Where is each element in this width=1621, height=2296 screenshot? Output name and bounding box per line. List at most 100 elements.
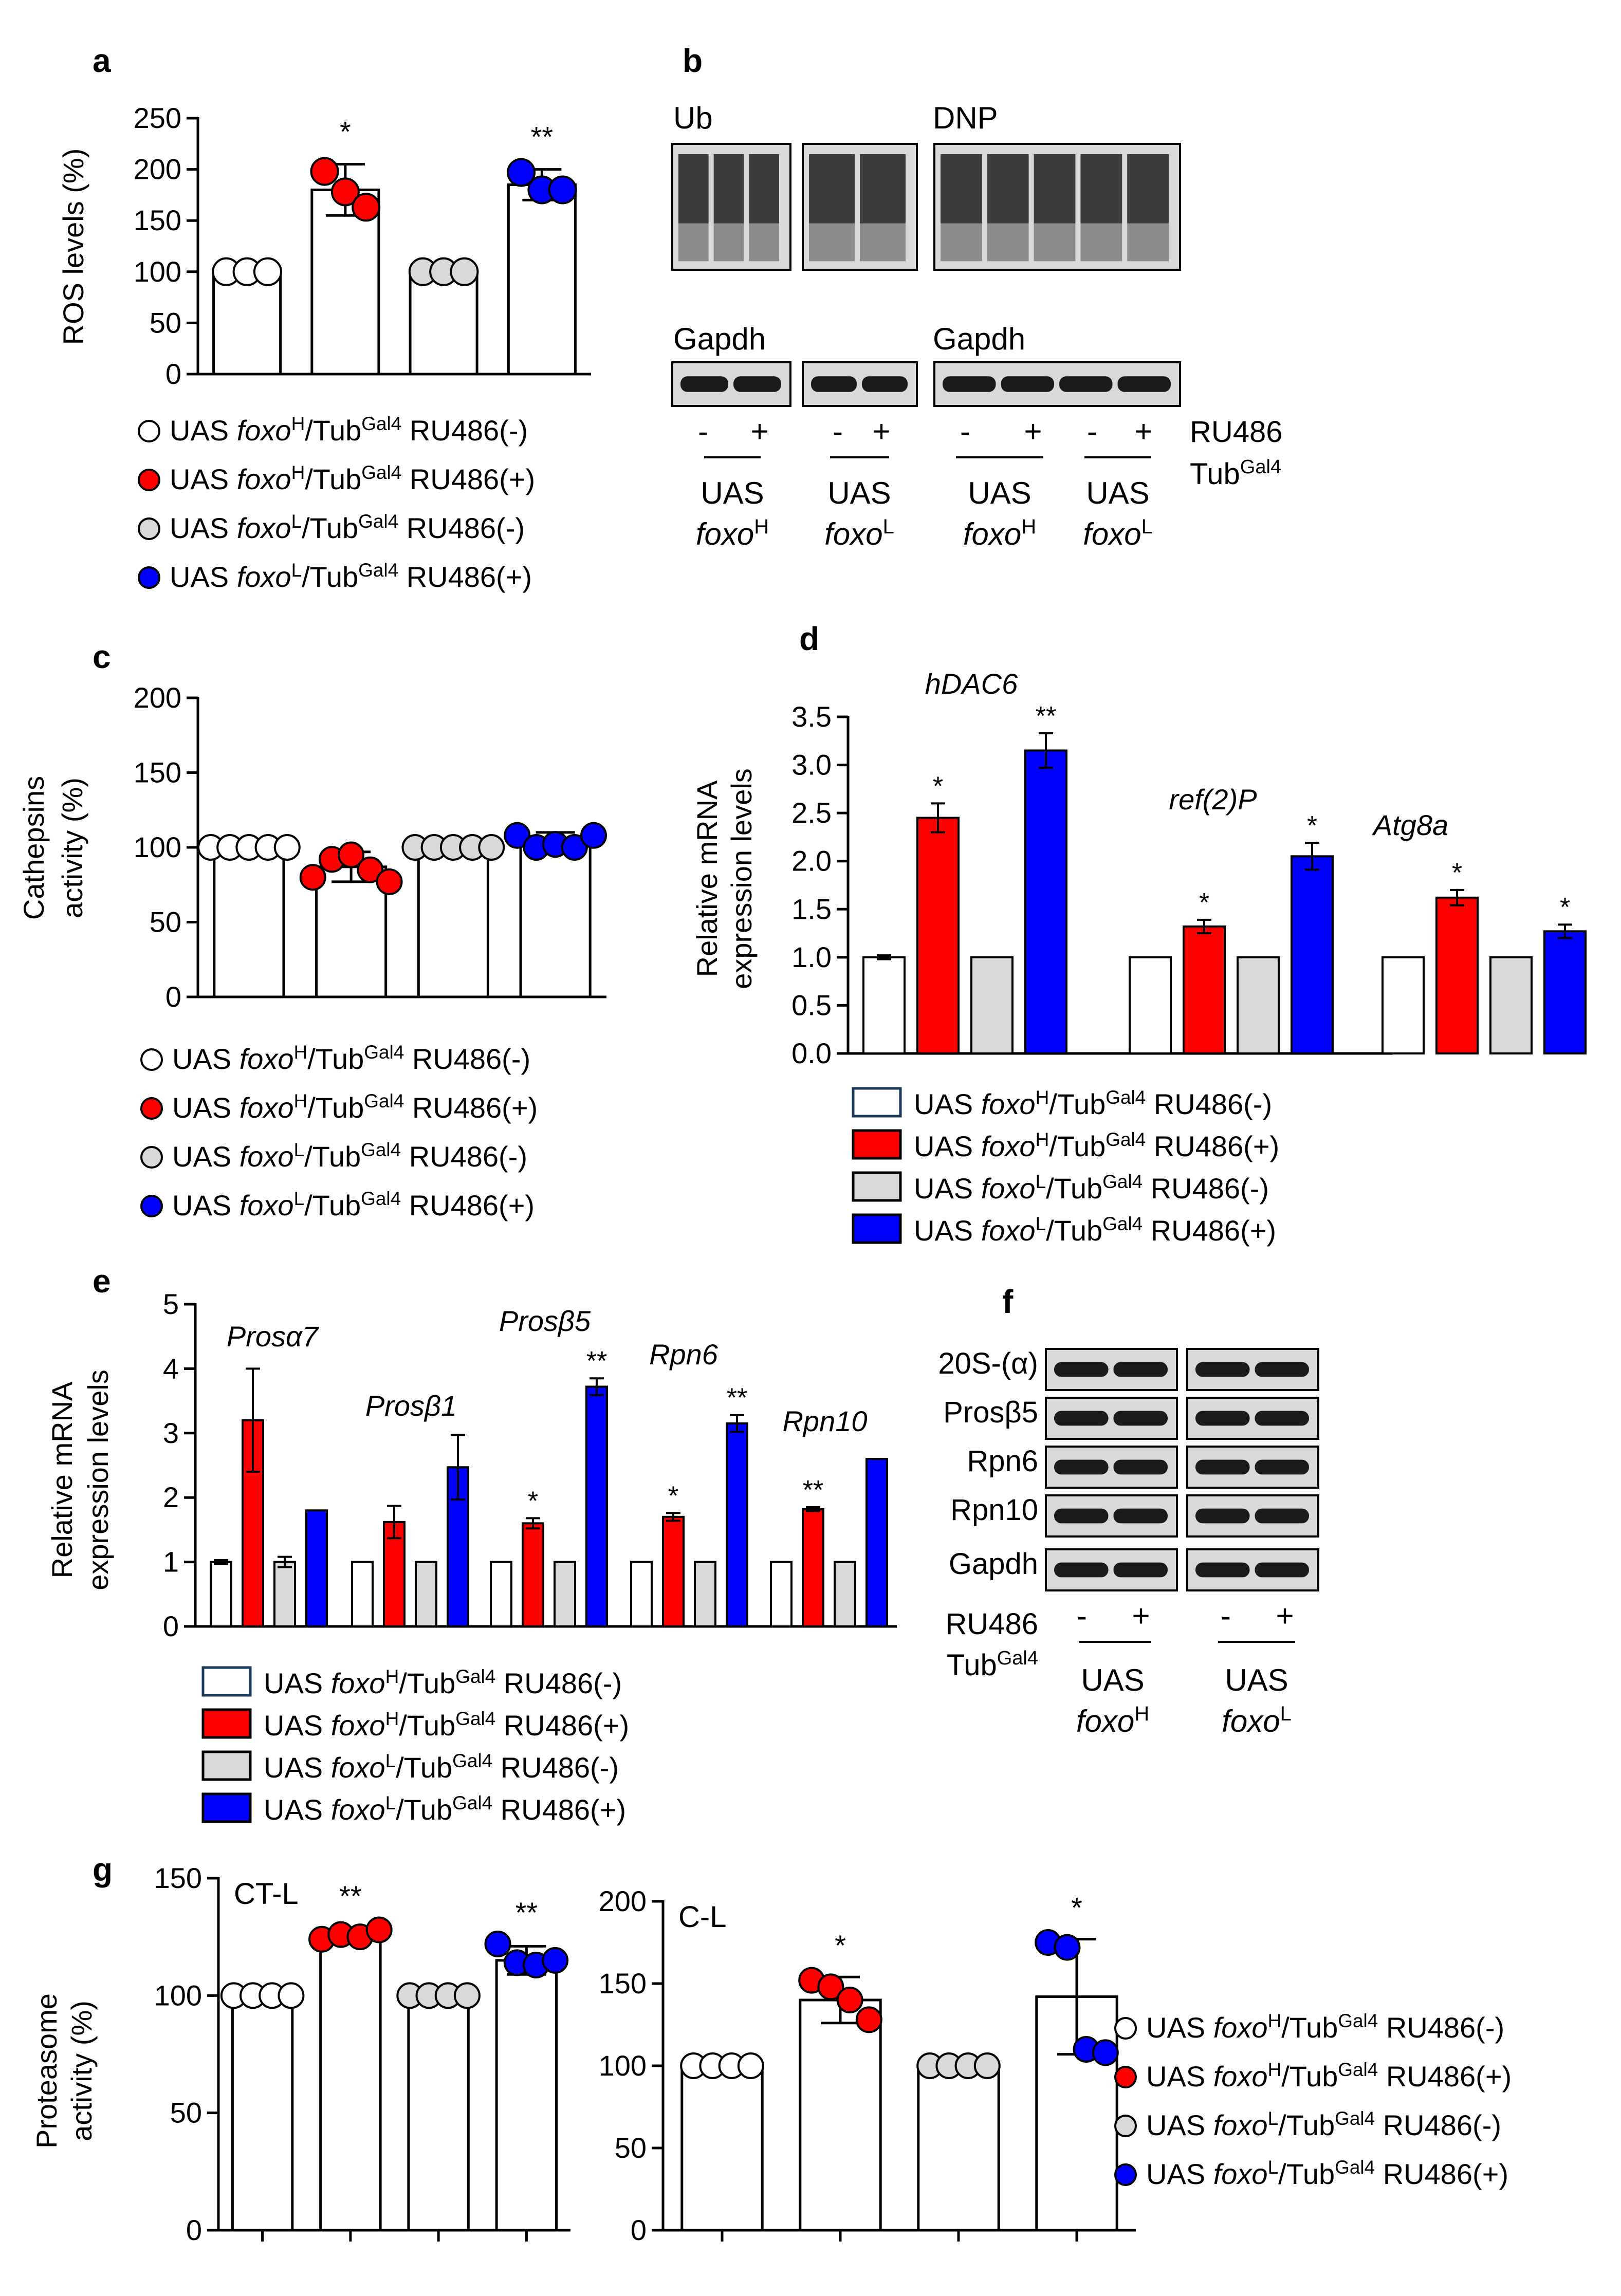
- d-bar: [970, 956, 1014, 1055]
- d-significance-label: *: [1199, 888, 1209, 918]
- e-legend-swatch: [201, 1792, 252, 1823]
- c-bar: [213, 846, 285, 998]
- panel-letter-g: g: [93, 1851, 113, 1888]
- c-data-point: [504, 822, 531, 849]
- b-blot-dnp-smear: [941, 154, 982, 224]
- f-blot-h-2-band: [1113, 1459, 1168, 1475]
- f-blot-l-1-band: [1195, 1411, 1250, 1426]
- a-data-point: [310, 157, 339, 186]
- b-blot-dnp-smear-tail: [1127, 223, 1169, 262]
- d-legend-label: UAS foxoH/TubGal4 RU486(+): [914, 1129, 1279, 1163]
- g2-ytick-label: 0: [631, 2214, 647, 2246]
- e-legend-swatch: [201, 1708, 252, 1739]
- b-group-genotype: foxoL: [1083, 515, 1153, 551]
- g1-bar: [319, 1933, 382, 2232]
- a-data-point: [330, 177, 360, 207]
- b-blot-gapdh-hl-band: [943, 376, 996, 392]
- a-bar: [409, 270, 478, 376]
- d-legend-label: UAS foxoL/TubGal4 RU486(+): [914, 1213, 1276, 1247]
- d-legend-label: UAS foxoH/TubGal4 RU486(-): [914, 1087, 1272, 1121]
- a-legend-marker: [138, 420, 160, 442]
- c-ytick-label: 50: [150, 906, 181, 938]
- panel-letter-d: d: [799, 620, 819, 657]
- c-data-point: [478, 834, 505, 861]
- b-blot-gapdh-l-band: [811, 376, 857, 392]
- c-data-point: [338, 841, 365, 868]
- panel-g-ylabel-line2: activity (%): [65, 2001, 98, 2141]
- c-data-point: [273, 834, 301, 861]
- d-bar: [1291, 855, 1334, 1055]
- b-blot-gapdh-h: [671, 361, 791, 407]
- f-blot-h-1-band: [1054, 1411, 1109, 1426]
- g1-bar: [407, 1994, 470, 2232]
- d-significance-label: *: [933, 771, 943, 801]
- a-ytick-label: 150: [134, 204, 181, 236]
- e-significance-label: *: [528, 1486, 538, 1516]
- g2-data-point: [817, 1973, 844, 2001]
- g2-data-point: [1092, 2039, 1119, 2066]
- b-group-genotype: foxoH: [963, 515, 1036, 551]
- d-ytick-label: 3.5: [791, 700, 832, 733]
- g2-significance-label: *: [1071, 1892, 1082, 1924]
- d-ytick-label: 0.5: [791, 989, 832, 1021]
- d-ytick-label: 1.0: [791, 941, 832, 973]
- f-blot-h-4-band: [1113, 1562, 1168, 1578]
- b-lane-sign: -: [698, 414, 708, 449]
- panel-d-ylabel-line1: Relative mRNA: [691, 780, 723, 977]
- g1-data-point: [278, 1982, 305, 2009]
- b-treatment-ru486: RU486: [1190, 415, 1283, 449]
- f-row-label: Prosβ5: [943, 1396, 1038, 1429]
- chart-e: 012345Prosα7Prosβ1***Prosβ5***Rpn6**Rpn1…: [163, 1288, 897, 1642]
- e-bar: [865, 1457, 888, 1627]
- legends-layer: UAS foxoH/TubGal4 RU486(-) UAS foxoH/TubG…: [138, 413, 1512, 2190]
- c-legend-label: UAS foxoH/TubGal4 RU486(-): [172, 1042, 530, 1076]
- e-bar: [585, 1385, 608, 1627]
- e-ytick-label: 1: [163, 1546, 179, 1578]
- d-bar: [916, 817, 960, 1054]
- chart-d: 0.00.51.01.52.02.53.03.5***hDAC6**ref(2)…: [791, 668, 1587, 1069]
- panel-g-ylabel-line1: Proteasome: [30, 1993, 63, 2149]
- chart-g1: 0 50 100 150 ** ** CT-L: [154, 1862, 570, 2246]
- g2-data-point: [855, 2006, 882, 2033]
- c-data-point: [357, 856, 384, 883]
- f-lane-sign: -: [1077, 1599, 1087, 1633]
- e-bar: [662, 1515, 685, 1628]
- e-significance-label: **: [586, 1346, 607, 1376]
- a-ytick-label: 250: [134, 102, 181, 134]
- d-significance-label: *: [1560, 893, 1570, 922]
- g2-bar: [799, 1998, 882, 2232]
- f-blot-l-3-band: [1255, 1508, 1309, 1524]
- c-legend-marker: [140, 1195, 163, 1217]
- panel-letter-e: e: [93, 1263, 111, 1300]
- e-category-label: Prosβ5: [499, 1305, 591, 1337]
- f-group-genotype: foxoH: [1076, 1702, 1149, 1738]
- e-ytick-label: 0: [163, 1610, 179, 1642]
- f-blot-l-1: [1186, 1397, 1319, 1440]
- b-blot-ub-h-smear: [713, 154, 744, 224]
- g1-bar: [495, 1959, 558, 2232]
- chart-c: 0 50 100 150 200: [134, 681, 607, 1013]
- e-legend-label: UAS foxoH/TubGal4 RU486(-): [264, 1666, 622, 1700]
- d-legend-swatch: [852, 1129, 902, 1160]
- g1-data-point: [365, 1916, 393, 1943]
- b-group-genotype: foxoL: [824, 515, 894, 551]
- panel-letter-a: a: [93, 42, 111, 79]
- e-bar: [305, 1509, 328, 1628]
- panel-letter-c: c: [93, 638, 111, 675]
- c-legend-marker: [140, 1146, 163, 1169]
- western-blot-f: 20S-(α) Prosβ5 Rpn6 Rpn10 Gapdh - + - + RU486 TubG…: [938, 1347, 1319, 1738]
- g1-title: CT-L: [234, 1877, 299, 1911]
- f-blot-h-0-band: [1054, 1362, 1109, 1377]
- e-bar: [383, 1521, 406, 1628]
- d-legend-swatch: [852, 1087, 902, 1118]
- f-blot-l-3: [1186, 1494, 1319, 1538]
- d-significance-label: **: [1036, 701, 1056, 731]
- b-blot-dnp-smear-tail: [1080, 223, 1122, 262]
- e-bar: [273, 1561, 296, 1628]
- a-bar: [212, 270, 282, 376]
- f-group-uas: UAS: [1081, 1663, 1144, 1697]
- b-group-uas: UAS: [968, 476, 1031, 510]
- g2-ytick-label: 200: [599, 1885, 647, 1917]
- panel-d-ylabel-line2: expression levels: [725, 768, 758, 989]
